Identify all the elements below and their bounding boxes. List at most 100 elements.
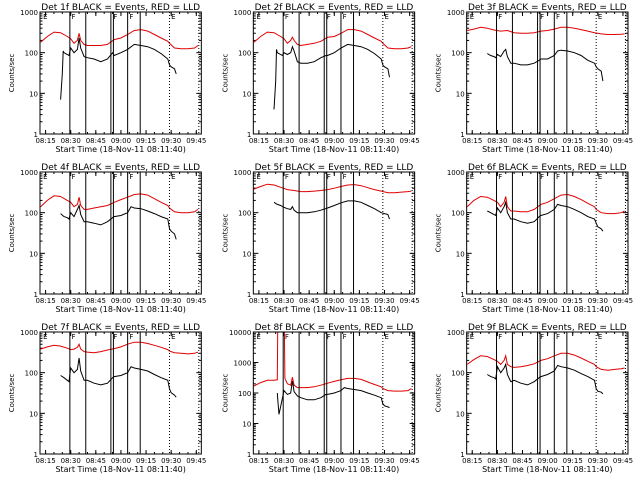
y-tick-label: 10 <box>456 90 465 98</box>
x-tick-label: 09:30 <box>374 137 394 145</box>
series-line-events <box>487 362 604 395</box>
panel-title: Det 1f BLACK = Events, RED = LLD <box>41 3 200 13</box>
x-tick-label: 08:30 <box>61 137 81 145</box>
y-tick-label: 1000 <box>20 9 38 17</box>
y-tick-label: 100 <box>451 210 464 218</box>
x-tick-label: 08:45 <box>86 457 106 465</box>
panel-title: Det 7f BLACK = Events, RED = LLD <box>41 323 200 333</box>
panel-det-1: Det 1f BLACK = Events, RED = LLD 1 10 100 10… <box>8 3 206 154</box>
marker-label: F <box>343 13 347 21</box>
series-line-events <box>273 200 390 220</box>
x-tick-label: 08:45 <box>299 457 319 465</box>
x-tick-label: 09:45 <box>613 457 633 465</box>
x-axis-label: Start Time (18-Nov-11 08:11:40) <box>482 145 612 154</box>
x-tick-label: 09:30 <box>161 457 181 465</box>
marker-label: E <box>385 173 389 181</box>
x-tick-label: 09:00 <box>538 137 558 145</box>
panel-title: Det 4f BLACK = Events, RED = LLD <box>41 163 200 173</box>
x-tick-label: 08:15 <box>35 297 55 305</box>
x-tick-label: 09:30 <box>374 297 394 305</box>
panel-title: Det 2f BLACK = Events, RED = LLD <box>255 3 414 13</box>
plot-frame <box>39 331 202 455</box>
series-line-events <box>60 37 177 100</box>
y-axis-label: Counts/sec <box>8 54 16 93</box>
marker-label: F <box>556 333 560 341</box>
y-axis-label: Counts/sec <box>221 214 229 253</box>
marker-label: F <box>72 13 76 21</box>
y-tick-label: 1 <box>34 291 38 299</box>
series-line-events <box>60 357 177 398</box>
y-tick-label: 1000 <box>234 169 252 177</box>
x-tick-label: 08:30 <box>61 297 81 305</box>
marker-label: E <box>598 173 602 181</box>
plot-frame <box>252 171 416 295</box>
y-axis-label: Counts/sec <box>221 374 229 413</box>
series-line-lld <box>40 341 199 355</box>
marker-label: E <box>385 13 389 21</box>
series-line-events <box>487 48 604 82</box>
x-tick-label: 08:15 <box>35 457 55 465</box>
y-tick-label: 1 <box>460 131 464 139</box>
y-tick-label: 1 <box>34 451 38 459</box>
x-tick-label: 08:30 <box>274 137 294 145</box>
x-tick-label: 08:30 <box>274 457 294 465</box>
x-tick-label: 09:15 <box>136 137 156 145</box>
plot-frame <box>466 11 629 135</box>
marker-label: F <box>72 333 76 341</box>
y-tick-label: 10 <box>456 410 465 418</box>
panel-title: Det 8f BLACK = Events, RED = LLD <box>255 323 414 333</box>
y-axis-label: Counts/sec <box>435 374 443 413</box>
x-axis-label: Start Time (18-Nov-11 08:11:40) <box>55 145 185 154</box>
plot-frame <box>39 171 202 295</box>
x-tick-label: 08:45 <box>299 137 319 145</box>
x-tick-label: 09:00 <box>324 137 344 145</box>
x-tick-label: 08:45 <box>86 297 106 305</box>
y-tick-label: 1000 <box>20 169 38 177</box>
x-tick-label: 09:45 <box>400 297 420 305</box>
x-tick-label: 09:45 <box>186 137 206 145</box>
x-tick-label: 09:30 <box>374 457 394 465</box>
x-tick-label: 09:00 <box>538 297 558 305</box>
y-tick-label: 1000 <box>234 9 252 17</box>
x-tick-label: 09:15 <box>563 137 583 145</box>
marker-label: F <box>498 333 502 341</box>
marker-label: E <box>171 13 175 21</box>
series-line-events <box>60 203 177 240</box>
y-tick-label: 100 <box>25 210 38 218</box>
y-tick-label: 1 <box>460 451 464 459</box>
y-tick-label: 10 <box>242 421 251 429</box>
x-tick-label: 08:30 <box>61 457 81 465</box>
y-tick-label: 10000 <box>229 329 251 337</box>
x-tick-label: 08:30 <box>487 297 507 305</box>
x-axis-label: Start Time (18-Nov-11 08:11:40) <box>55 465 185 474</box>
series-line-lld <box>467 26 625 35</box>
x-tick-label: 09:30 <box>588 457 608 465</box>
x-tick-label: 09:15 <box>136 457 156 465</box>
x-tick-label: 08:30 <box>487 457 507 465</box>
panel-det-8: Det 8f BLACK = Events, RED = LLD 1 10 100 10… <box>221 323 419 474</box>
panel-det-7: Det 7f BLACK = Events, RED = LLD 1 10 100 10… <box>8 323 206 474</box>
x-tick-label: 08:45 <box>299 297 319 305</box>
x-axis-label: Start Time (18-Nov-11 08:11:40) <box>55 305 185 314</box>
panel-det-9: Det 9f BLACK = Events, RED = LLD 1 10 100 10… <box>435 323 633 474</box>
series-line-lld <box>253 29 412 50</box>
x-tick-label: 08:45 <box>512 297 532 305</box>
x-axis-label: Start Time (18-Nov-11 08:11:40) <box>269 145 399 154</box>
plot-frame <box>252 331 416 455</box>
marker-label: F <box>540 173 544 181</box>
plot-frame <box>39 11 202 135</box>
panel-det-5: Det 5f BLACK = Events, RED = LLD 1 10 100 10… <box>221 163 419 314</box>
x-tick-label: 09:15 <box>349 297 369 305</box>
y-axis-label: Counts/sec <box>435 54 443 93</box>
x-tick-label: 09:45 <box>613 137 633 145</box>
y-tick-label: 100 <box>25 370 38 378</box>
y-tick-label: 100 <box>238 210 251 218</box>
x-tick-label: 09:15 <box>563 457 583 465</box>
x-axis-label: Start Time (18-Nov-11 08:11:40) <box>269 305 399 314</box>
y-tick-label: 1 <box>247 451 251 459</box>
y-tick-label: 100 <box>238 50 251 58</box>
x-tick-label: 08:30 <box>274 297 294 305</box>
marker-label: E <box>385 333 389 341</box>
x-tick-label: 09:15 <box>563 297 583 305</box>
